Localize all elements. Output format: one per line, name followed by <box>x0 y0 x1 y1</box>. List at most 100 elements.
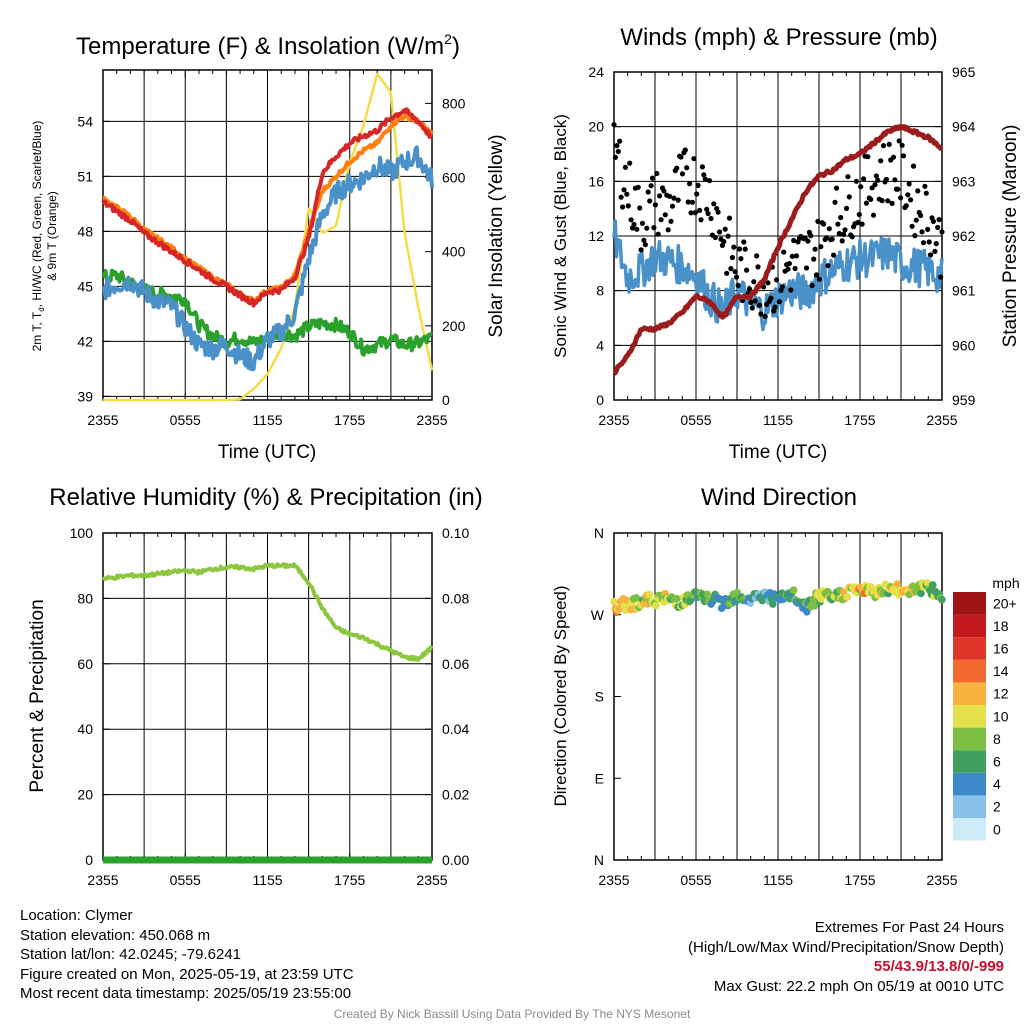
gust-point <box>865 154 871 160</box>
winds-y2label: Station Pressure (Maroon) <box>1000 125 1021 348</box>
gust-point <box>855 219 861 226</box>
gust-point <box>843 205 850 211</box>
direction-point <box>929 581 937 589</box>
gust-point <box>698 217 704 223</box>
gust-point <box>755 264 761 270</box>
gust-point <box>621 187 627 193</box>
gust-point <box>684 165 690 171</box>
gust-point <box>699 164 706 170</box>
gust-point <box>611 122 617 128</box>
gust-point <box>853 178 860 184</box>
y2-tick-label: 963 <box>952 173 976 189</box>
gust-point <box>627 160 633 166</box>
station-info: Location: Clymer Station elevation: 450.… <box>20 906 354 1004</box>
gust-point <box>873 173 880 179</box>
gust-point <box>741 239 747 245</box>
gust-point <box>818 244 824 250</box>
gust-point <box>846 194 852 200</box>
y-tick-label: 24 <box>588 64 604 80</box>
gust-point <box>738 256 744 262</box>
gust-point <box>679 171 686 177</box>
gust-point <box>667 193 673 199</box>
y-tick-label: 0 <box>596 392 604 408</box>
x-tick-label: 1755 <box>844 412 875 428</box>
gust-point <box>926 239 932 245</box>
gust-point <box>721 239 727 245</box>
temp-ylabel-line2: & 9m T (Orange) <box>45 191 59 281</box>
gust-point <box>647 198 653 204</box>
gust-point <box>665 227 671 233</box>
gust-point <box>691 156 697 162</box>
gust-point <box>736 246 743 252</box>
gust-point <box>631 221 637 228</box>
y-tick-label: W <box>591 607 605 623</box>
gust-point <box>639 220 646 226</box>
x-tick-label: 2355 <box>416 412 447 428</box>
gust-point <box>786 261 793 267</box>
y-tick-label: 48 <box>77 223 93 239</box>
direction-point <box>893 580 902 588</box>
colorbar-swatch <box>953 705 986 728</box>
gust-point <box>896 138 902 144</box>
gust-point <box>913 217 919 223</box>
plot-area-winds: 2355 0555 1155 1755 2355 0 4 8 12 16 20 24 959 960 961… <box>588 64 975 428</box>
y2-tick-label: 600 <box>442 170 466 186</box>
direction-point <box>938 595 946 604</box>
gust-point <box>906 181 912 187</box>
winds-chart-title: Winds (mph) & Pressure (mb) <box>620 24 937 51</box>
gust-point <box>829 236 835 242</box>
gust-point <box>624 191 630 197</box>
gust-point <box>842 227 848 233</box>
series-line-hi-wc <box>101 145 434 372</box>
y-tick-label: S <box>595 689 604 705</box>
gust-point <box>725 233 731 239</box>
direction-point <box>645 590 654 599</box>
gust-point <box>748 299 754 306</box>
y2-tick-label: 961 <box>952 283 976 299</box>
station-latlon: Station lat/lon: 42.0245; -79.6241 <box>20 946 242 963</box>
gust-point <box>905 192 911 198</box>
gust-point <box>899 142 905 148</box>
y-tick-label: N <box>594 852 604 868</box>
gust-point <box>761 284 767 290</box>
gust-point <box>612 154 619 160</box>
gust-point <box>925 226 931 232</box>
gust-point <box>695 182 701 188</box>
gust-point <box>803 265 810 271</box>
gust-point <box>685 199 691 205</box>
gust-point <box>751 279 757 285</box>
gust-point <box>918 212 924 219</box>
gust-point <box>936 217 942 223</box>
temp-ylabel: 2m T, Td, HI/WC (Red, Green, Scarlet/Blu… <box>30 121 46 352</box>
gust-point <box>863 200 870 206</box>
gust-point <box>875 177 881 183</box>
y2-tick-label: 0.00 <box>442 852 469 868</box>
direction-point <box>789 586 798 594</box>
y2-tick-label: 962 <box>952 228 976 244</box>
direction-point <box>803 608 811 616</box>
gust-point <box>724 270 730 276</box>
colorbar-swatch <box>953 592 986 615</box>
gust-point <box>935 224 941 231</box>
series-line-2m-t <box>101 107 433 308</box>
y-tick-label: 60 <box>77 656 93 672</box>
gust-point <box>731 244 737 250</box>
gust-point <box>622 164 629 170</box>
gust-point <box>939 229 945 235</box>
gust-point <box>694 191 700 197</box>
series-line-sonic-wind <box>612 219 944 332</box>
colorbar-swatch <box>953 637 986 660</box>
gust-point <box>715 209 721 215</box>
gust-point <box>658 217 664 223</box>
gust-point <box>675 197 681 203</box>
gust-point <box>788 287 794 293</box>
gust-point <box>835 221 841 227</box>
gust-point <box>831 252 837 258</box>
extremes-info: Extremes For Past 24 Hours (High/Low/Max… <box>688 918 1004 996</box>
series-line-station-pressure <box>612 124 944 376</box>
y-tick-label: 39 <box>77 388 93 404</box>
gust-point <box>836 230 842 237</box>
x-tick-label: 2355 <box>87 872 118 888</box>
gust-point <box>654 170 660 177</box>
y-tick-label: 45 <box>77 278 93 294</box>
